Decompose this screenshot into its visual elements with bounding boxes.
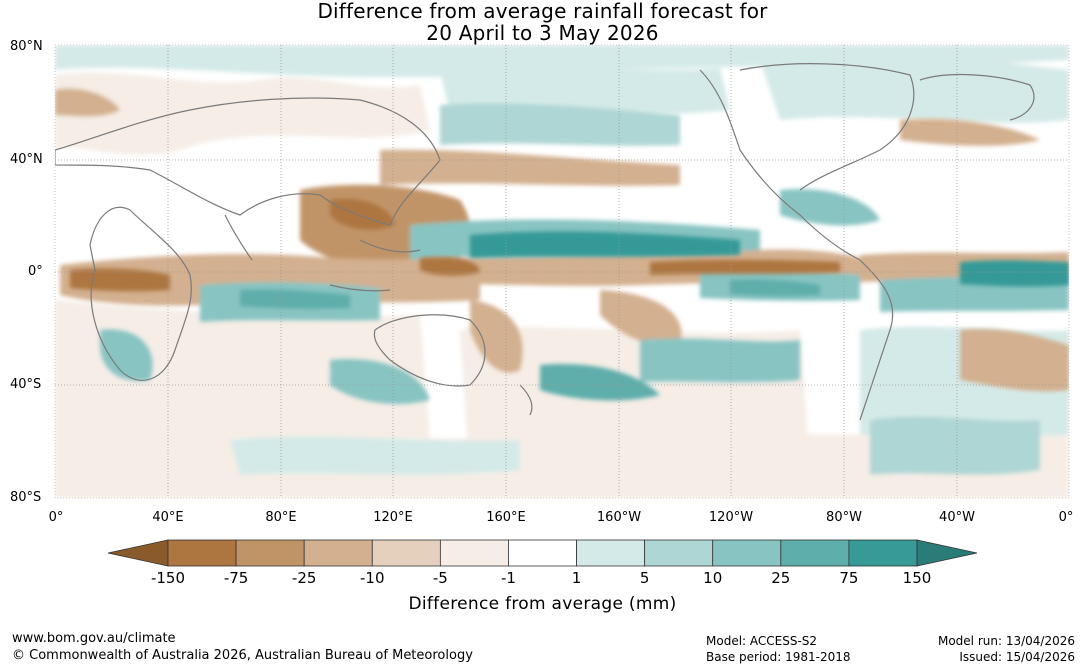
footer-website: www.bom.gov.au/climate xyxy=(12,631,176,646)
legend-tick-label: 150 xyxy=(902,569,932,587)
legend-swatch xyxy=(235,539,305,567)
legend-swatch xyxy=(848,539,918,567)
lon-label-160e: 160°E xyxy=(486,510,526,525)
legend-tick-label: 1 xyxy=(571,569,582,587)
legend-tick-label: -1 xyxy=(500,569,516,587)
legend-swatch xyxy=(576,539,646,567)
legend-swatch xyxy=(644,539,714,567)
legend-tick-label: 5 xyxy=(639,569,650,587)
map-frame xyxy=(54,44,1070,499)
legend-swatch xyxy=(508,539,577,567)
legend-tick-label: 75 xyxy=(839,569,859,587)
legend-swatch xyxy=(303,539,373,567)
legend-tick-label: -25 xyxy=(291,569,317,587)
legend-swatch xyxy=(439,539,509,567)
lat-label-0: 0° xyxy=(28,264,43,279)
footer-issued: Issued: 15/04/2026 xyxy=(959,650,1075,664)
legend-swatch xyxy=(371,539,441,567)
lat-label-40n: 40°N xyxy=(10,152,43,167)
legend-extend-high xyxy=(916,539,978,567)
footer-model: Model: ACCESS-S2 xyxy=(706,634,818,648)
lon-label-0-left: 0° xyxy=(48,510,64,525)
graticule xyxy=(55,45,1069,498)
legend-swatch xyxy=(712,539,782,567)
legend-tick-label: -5 xyxy=(432,569,448,587)
lon-label-0-right: 0° xyxy=(1058,510,1074,525)
legend-swatch xyxy=(167,539,237,567)
lon-label-80w: 80°W xyxy=(826,510,862,525)
lat-label-80n: 80°N xyxy=(10,39,43,54)
legend-tick-label: -150 xyxy=(150,569,186,587)
anomaly-fill-light xyxy=(55,45,1069,498)
lat-label-80s: 80°S xyxy=(10,490,42,505)
lon-label-40w: 40°W xyxy=(939,510,975,525)
legend-extend-low xyxy=(107,539,169,567)
lon-label-40e: 40°E xyxy=(152,510,184,525)
lat-label-40s: 40°S xyxy=(10,377,42,392)
footer-copyright: © Commonwealth of Australia 2026, Austra… xyxy=(12,648,473,663)
coastlines xyxy=(55,63,1035,421)
legend-tick-label: -10 xyxy=(360,569,385,587)
legend-tick-label: 25 xyxy=(771,569,791,587)
footer-model-run: Model run: 13/04/2026 xyxy=(937,634,1075,648)
legend-tick-label: -75 xyxy=(223,569,249,587)
lon-label-160w: 160°W xyxy=(596,510,642,525)
map-title-line-1: Difference from average rainfall forecas… xyxy=(317,0,768,23)
legend-title: Difference from average (mm) xyxy=(408,594,677,614)
lon-label-120e: 120°E xyxy=(373,510,413,525)
lon-label-80e: 80°E xyxy=(265,510,297,525)
lon-label-120w: 120°W xyxy=(708,510,754,525)
map-title-line-2: 20 April to 3 May 2026 xyxy=(426,21,659,45)
legend-tick-label: 10 xyxy=(703,569,723,587)
legend-swatch xyxy=(780,539,850,567)
footer-base-period: Base period: 1981-2018 xyxy=(706,650,851,664)
